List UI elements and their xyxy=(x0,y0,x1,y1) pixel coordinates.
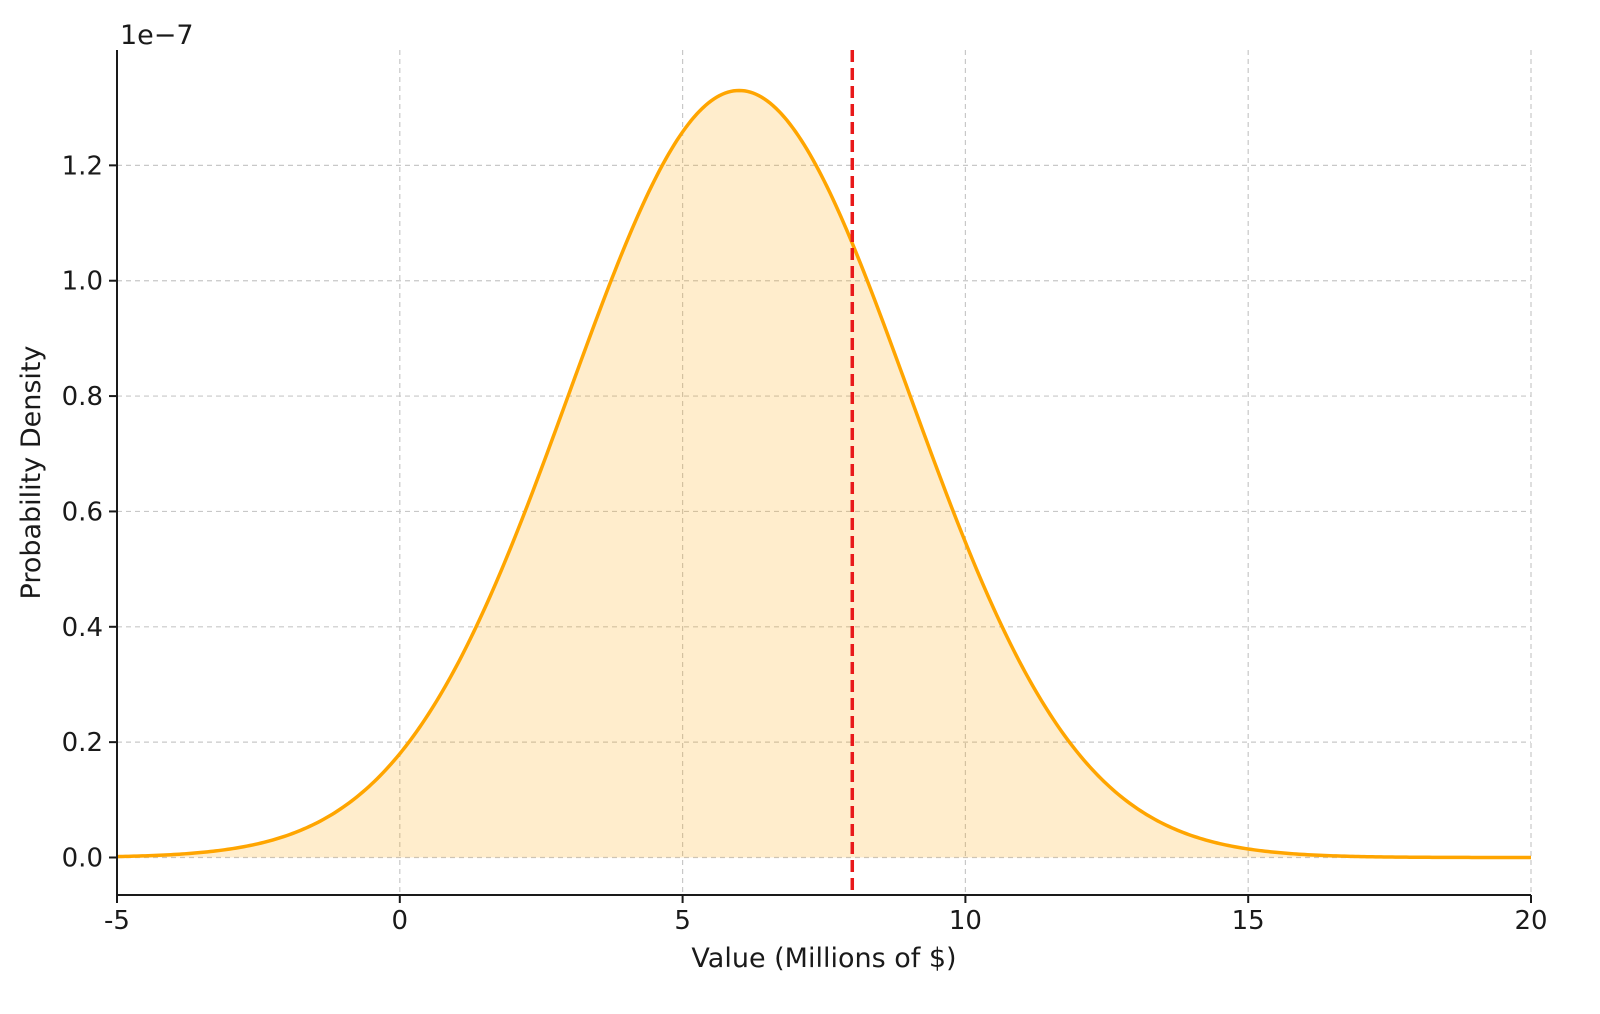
y-tick-label: 1.0 xyxy=(62,267,103,297)
y-tick-label: 0.0 xyxy=(62,844,103,874)
axes xyxy=(116,50,1531,896)
density-curve xyxy=(116,88,1531,860)
y-tick-label: 0.8 xyxy=(62,382,103,412)
x-tick-label: 0 xyxy=(392,906,409,936)
y-tick-label: 1.2 xyxy=(62,151,103,181)
y-tick-label: 0.6 xyxy=(62,497,103,527)
x-axis-label: Value (Millions of $) xyxy=(691,943,956,974)
x-tick-label: 15 xyxy=(1232,906,1265,936)
ticks: -5 0 5 10 15 20 0.0 0.2 0.4 0.6 0.8 1.0 1.2 xyxy=(62,151,1548,936)
x-tick-label: -5 xyxy=(104,906,130,936)
y-tick-label: 0.2 xyxy=(62,728,103,758)
x-tick-label: 10 xyxy=(949,906,982,936)
density-area xyxy=(117,90,1531,858)
y-axis-label: Probability Density xyxy=(16,346,47,600)
grid xyxy=(116,50,1532,895)
y-offset-label: 1e−7 xyxy=(120,20,194,51)
x-tick-label: 20 xyxy=(1514,906,1547,936)
x-tick-label: 5 xyxy=(674,906,691,936)
y-tick-label: 0.4 xyxy=(62,613,103,643)
